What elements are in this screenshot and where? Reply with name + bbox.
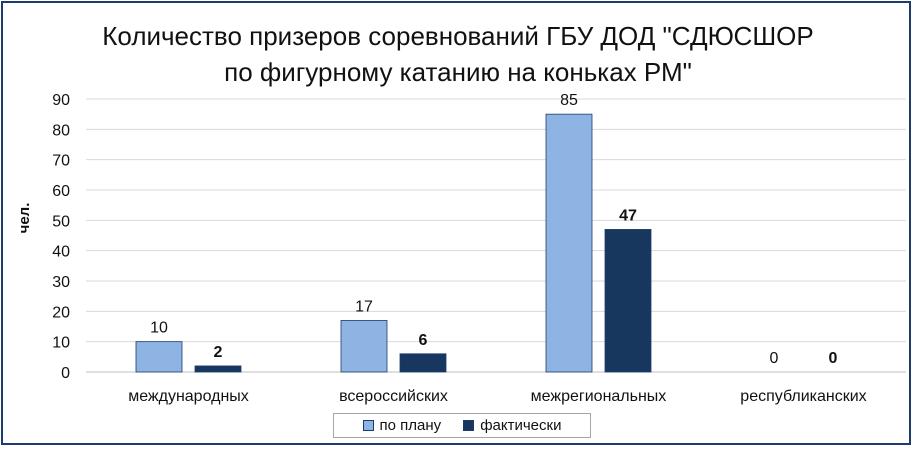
bar-plan	[545, 113, 593, 373]
bar-plan	[340, 320, 388, 373]
legend-swatch-plan	[362, 420, 374, 431]
y-tick-label: 20	[52, 304, 70, 321]
y-tick-label: 30	[52, 274, 70, 291]
data-label: 0	[770, 350, 779, 367]
legend-swatch-actual	[463, 420, 475, 431]
x-tick-label: всероссийских	[339, 388, 448, 405]
data-label: 47	[619, 207, 637, 224]
data-label: 2	[214, 344, 223, 361]
bar-plan	[135, 341, 183, 373]
legend-label-actual: фактически	[480, 417, 562, 434]
y-tick-label: 90	[52, 92, 70, 109]
x-tick-label: республиканских	[740, 388, 866, 405]
y-tick-label: 70	[52, 153, 70, 170]
bar-actual	[194, 365, 242, 373]
chart-title-line-1: Количество призеров соревнований ГБУ ДОД…	[102, 21, 814, 51]
bar-actual	[604, 229, 652, 373]
chart-title: Количество призеров соревнований ГБУ ДОД…	[0, 18, 916, 90]
x-tick-label: межрегиональных	[531, 388, 667, 405]
y-tick-label: 60	[52, 183, 70, 200]
data-label: 10	[150, 320, 168, 337]
y-tick-label: 0	[61, 365, 70, 382]
legend: по плану фактически	[333, 413, 591, 438]
data-label: 85	[560, 92, 578, 109]
legend-item-actual: фактически	[463, 417, 561, 434]
x-tick-label: международных	[128, 388, 249, 405]
chart-title-line-2: по фигурному катанию на коньках РМ"	[224, 57, 692, 87]
y-tick-label: 10	[52, 335, 70, 352]
legend-label-plan: по плану	[379, 417, 442, 434]
y-tick-label: 50	[52, 213, 70, 230]
y-tick-label: 40	[52, 244, 70, 261]
y-axis-label: чел.	[16, 203, 33, 234]
data-label: 6	[419, 332, 428, 349]
y-tick-label: 80	[52, 122, 70, 139]
bar-actual	[399, 353, 447, 373]
data-label: 17	[355, 298, 373, 315]
legend-item-plan: по плану	[362, 417, 442, 434]
data-label: 0	[829, 350, 838, 367]
